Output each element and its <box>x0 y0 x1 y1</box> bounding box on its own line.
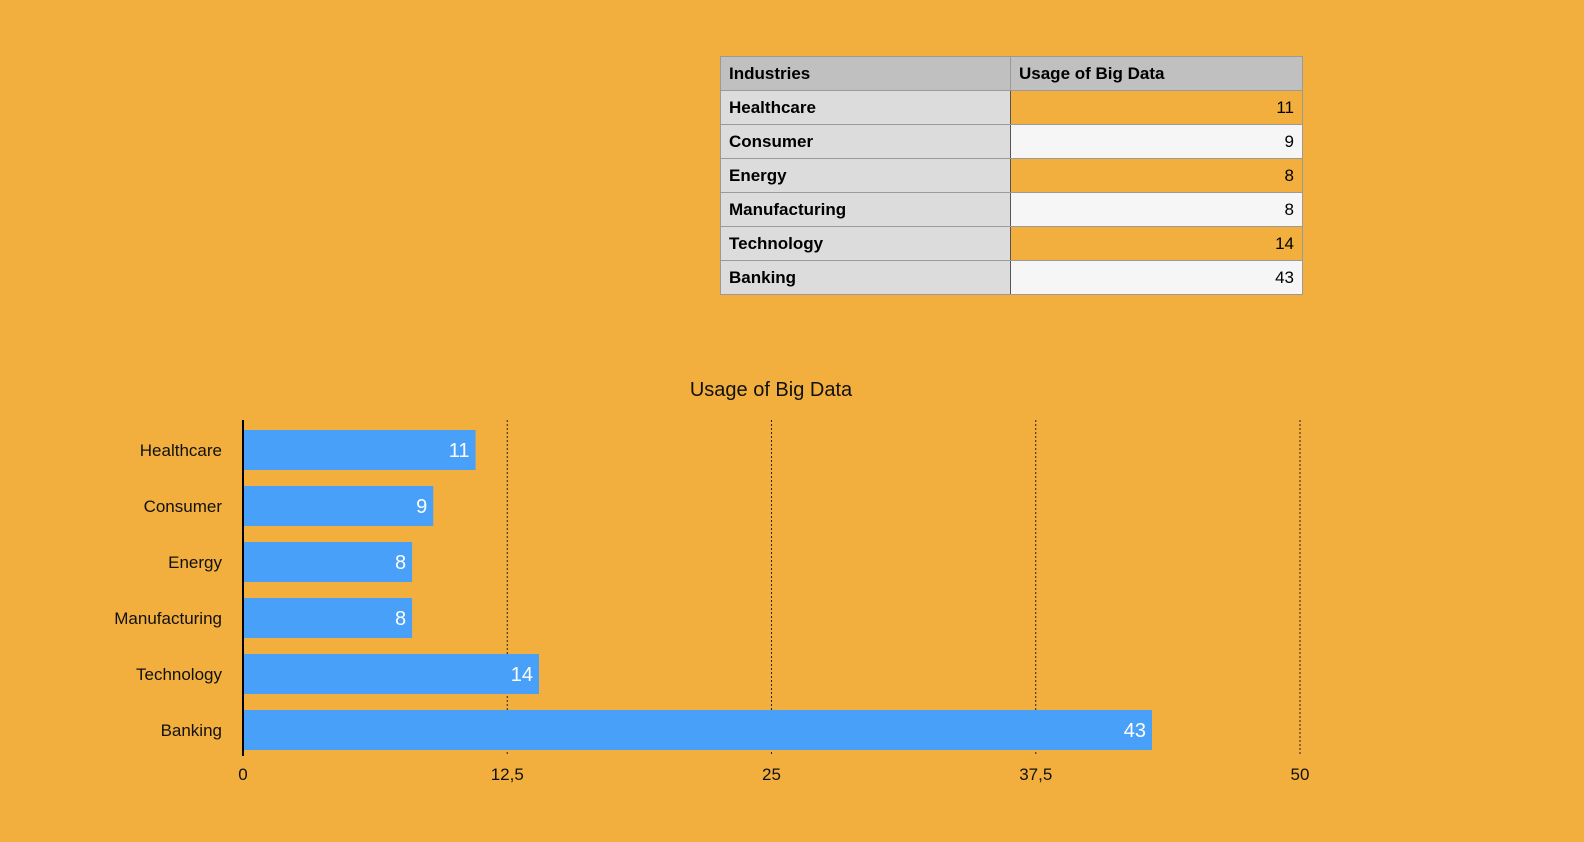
bar <box>243 710 1153 750</box>
table-header-industries: Industries <box>720 56 1011 91</box>
category-label: Technology <box>136 665 223 684</box>
table-row: Manufacturing 8 <box>720 192 1303 227</box>
table-cell-industry: Banking <box>720 260 1011 295</box>
data-label: 14 <box>511 664 533 686</box>
category-label: Consumer <box>144 497 223 516</box>
category-label: Healthcare <box>140 441 222 460</box>
category-label: Banking <box>161 721 222 740</box>
data-table: Industries Usage of Big Data Healthcare … <box>720 56 1303 295</box>
bar <box>243 598 413 638</box>
table-cell-value: 43 <box>1010 260 1303 295</box>
chart-title: Usage of Big Data <box>690 379 853 401</box>
grid-layer <box>506 420 1301 754</box>
data-label: 8 <box>395 552 406 574</box>
data-label: 8 <box>395 608 406 630</box>
bar <box>243 654 539 694</box>
table-row: Energy 8 <box>720 158 1303 193</box>
table-cell-value: 11 <box>1010 90 1303 125</box>
data-label: 9 <box>416 496 427 518</box>
table-cell-industry: Energy <box>720 158 1011 193</box>
table-row: Healthcare 11 <box>720 90 1303 125</box>
x-tick-label: 25 <box>762 765 781 784</box>
data-label: 11 <box>449 440 470 462</box>
x-tick-label: 37,5 <box>1019 765 1052 784</box>
x-tick-label: 0 <box>238 765 247 784</box>
category-label: Energy <box>168 553 222 572</box>
table-cell-industry: Manufacturing <box>720 192 1011 227</box>
table-cell-value: 14 <box>1010 226 1303 261</box>
bar <box>243 486 434 526</box>
table-header-row: Industries Usage of Big Data <box>720 56 1303 91</box>
data-label: 43 <box>1124 720 1146 742</box>
bar-layer <box>243 430 1153 750</box>
category-label: Manufacturing <box>114 609 222 628</box>
x-tick-label: 12,5 <box>491 765 524 784</box>
x-tick-label: 50 <box>1291 765 1310 784</box>
table-header-usage: Usage of Big Data <box>1010 56 1303 91</box>
table-cell-value: 9 <box>1010 124 1303 159</box>
bar <box>243 430 476 470</box>
label-layer: 0 12,5 25 37,5 50 Healthcare 11 Consumer 9 Energy… <box>114 440 1309 784</box>
table-row: Banking 43 <box>720 260 1303 295</box>
table-row: Technology 14 <box>720 226 1303 261</box>
table-row: Consumer 9 <box>720 124 1303 159</box>
table-cell-industry: Consumer <box>720 124 1011 159</box>
bar <box>243 542 413 582</box>
table-cell-value: 8 <box>1010 192 1303 227</box>
